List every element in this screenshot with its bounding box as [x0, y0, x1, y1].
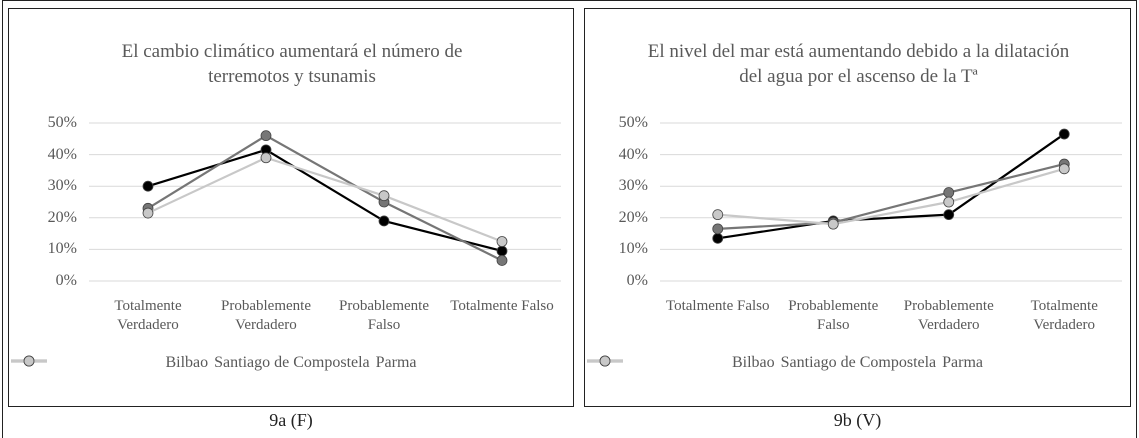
- series-line: [147, 148, 503, 253]
- marker: [496, 236, 508, 247]
- x-tick-label: Probablemente Verdadero: [903, 298, 994, 333]
- legend-label: Santiago de Compostela: [780, 354, 937, 371]
- legend-label: Santiago de Compostela: [214, 354, 370, 371]
- marker: [260, 152, 272, 164]
- legend-item: Parma: [587, 354, 984, 372]
- marker: [142, 180, 154, 192]
- y-tick-label: 20%: [47, 208, 77, 226]
- y-tick-label: 10%: [47, 240, 77, 258]
- marker: [142, 207, 154, 219]
- legend-marker: [599, 355, 611, 367]
- y-tick-label: 10%: [618, 240, 648, 258]
- chart-panel: El cambio climático aumentará el número …: [8, 8, 574, 407]
- series-line: [717, 167, 1065, 226]
- legend: Bilbao Santiago de Compostela Parma: [585, 354, 1130, 372]
- y-tick-label: 40%: [618, 145, 648, 163]
- x-tick-label: Totalmente Verdadero: [114, 298, 182, 333]
- x-tick-label: Probablemente Verdadero: [221, 298, 311, 333]
- legend-label: Bilbao: [731, 354, 775, 371]
- legend: Bilbao Santiago de Compostela Parma: [9, 354, 573, 372]
- y-tick-label: 20%: [618, 208, 648, 226]
- marker: [712, 209, 724, 221]
- legend-marker: [23, 355, 35, 367]
- y-tick-label: 30%: [47, 177, 77, 195]
- marker: [260, 130, 272, 142]
- legend-item: Bilbao: [11, 354, 209, 372]
- chart-panel: El nivel del mar está aumentando debido …: [584, 8, 1131, 407]
- legend-label: Parma: [942, 354, 984, 371]
- y-tick-label: 0%: [55, 272, 77, 289]
- legend-item: Bilbao: [587, 354, 775, 372]
- marker: [1058, 128, 1070, 140]
- series-line: [147, 156, 503, 243]
- y-tick-label: 40%: [47, 145, 77, 163]
- legend-item: Santiago de Compostela: [587, 354, 937, 372]
- legend-item: Parma: [11, 354, 417, 372]
- marker: [943, 187, 955, 198]
- legend-item: Santiago de Compostela: [11, 354, 370, 372]
- x-tick-label: Probablemente Falso: [339, 298, 429, 333]
- x-tick-label: Totalmente Verdadero: [1030, 298, 1098, 333]
- chart: [660, 122, 1122, 282]
- series-line: [147, 134, 503, 262]
- marker: [943, 209, 955, 221]
- marker: [378, 190, 390, 202]
- marker: [496, 245, 508, 257]
- marker: [1058, 163, 1070, 175]
- marker: [496, 255, 508, 266]
- chart: [89, 122, 561, 282]
- marker: [378, 215, 390, 227]
- legend-label: Parma: [375, 354, 417, 371]
- x-tick-label: Totalmente Falso: [665, 298, 770, 314]
- series-line: [717, 163, 1065, 230]
- series-line: [717, 133, 1065, 240]
- x-tick-label: Probablemente Falso: [788, 298, 879, 333]
- y-tick-label: 0%: [626, 272, 648, 289]
- caption: 9a (F): [269, 410, 313, 430]
- caption: 9b (V): [833, 410, 882, 430]
- y-tick-label: 50%: [47, 114, 77, 131]
- marker: [712, 223, 724, 235]
- x-tick-label: Totalmente Falso: [450, 298, 554, 314]
- y-tick-label: 30%: [618, 177, 648, 195]
- chart-title: El nivel del mar está aumentando debido …: [647, 41, 1070, 87]
- chart-title: El cambio climático aumentará el número …: [121, 41, 463, 87]
- marker: [712, 232, 724, 244]
- legend-swatch: [587, 355, 623, 367]
- marker: [827, 218, 839, 230]
- legend-label: Bilbao: [165, 354, 209, 371]
- legend-swatch: [11, 355, 47, 367]
- marker: [943, 196, 955, 208]
- y-tick-label: 50%: [618, 114, 648, 131]
